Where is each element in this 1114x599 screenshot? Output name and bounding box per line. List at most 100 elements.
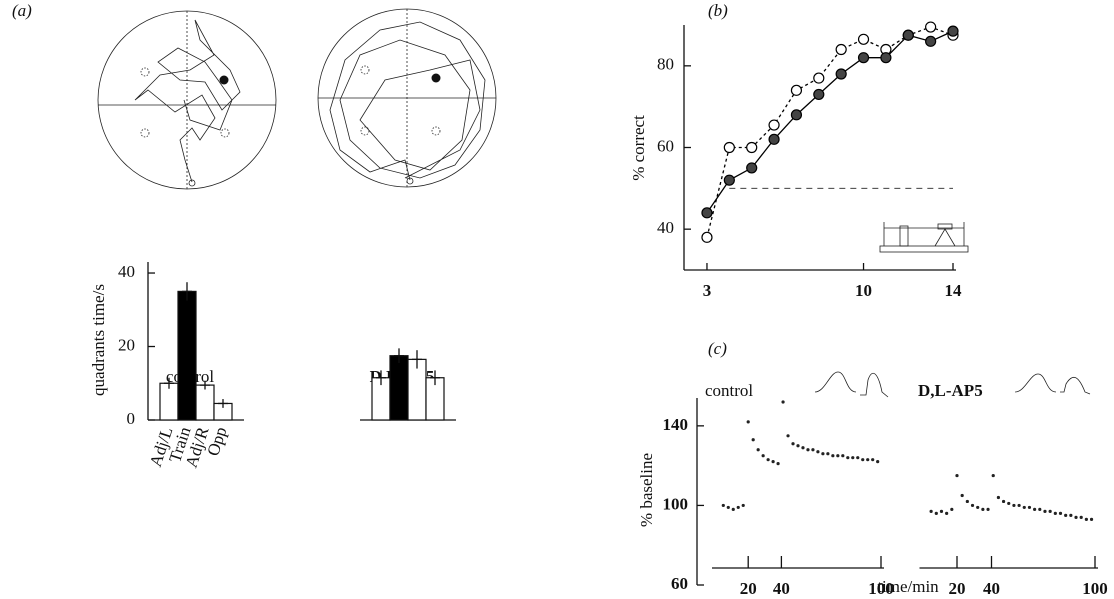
point: [1069, 513, 1073, 517]
point: [811, 448, 815, 452]
point: [746, 420, 750, 424]
point: [856, 456, 860, 460]
point: [756, 448, 760, 452]
point: [781, 400, 785, 404]
point: [791, 442, 795, 446]
x-tick-label: 40: [983, 579, 1000, 598]
point: [1079, 515, 1083, 519]
point: [1007, 501, 1011, 506]
y-tick-label: 40: [657, 218, 674, 237]
point: [880, 52, 892, 64]
point: [768, 119, 780, 131]
x-tick-label: 3: [703, 281, 712, 300]
x-tick-label: 20: [949, 579, 966, 598]
point: [925, 35, 937, 47]
point: [731, 507, 735, 512]
point: [925, 21, 937, 33]
point: [831, 454, 835, 458]
bar: [389, 355, 409, 421]
point: [1074, 515, 1078, 519]
point: [939, 509, 944, 513]
point: [876, 460, 880, 464]
point: [1084, 517, 1088, 521]
point: [1001, 499, 1006, 504]
point: [1027, 505, 1032, 510]
series-line: [706, 30, 954, 214]
point: [741, 503, 745, 508]
panel-series-label: D,L-AP5: [918, 381, 983, 400]
point: [945, 511, 949, 515]
apparatus-icon: [879, 222, 969, 253]
point: [826, 452, 830, 456]
x-tick-label: 100: [868, 579, 894, 598]
point: [835, 68, 847, 80]
point: [857, 33, 870, 45]
x-tick-label: 100: [1082, 579, 1108, 598]
point: [1017, 503, 1021, 508]
bar: [195, 384, 215, 421]
point: [986, 507, 990, 512]
point: [746, 141, 758, 154]
point: [836, 454, 840, 458]
point: [970, 503, 975, 508]
point: [721, 503, 725, 508]
point: [965, 499, 969, 504]
x-tick-label: 14: [945, 281, 963, 300]
point: [1048, 509, 1052, 513]
point: [1033, 507, 1037, 512]
point: [701, 207, 713, 219]
point: [1022, 505, 1026, 510]
point: [796, 444, 800, 448]
y-tick-label: 20: [118, 335, 135, 354]
point: [991, 473, 995, 478]
y-tick-label: 80: [657, 55, 674, 74]
point: [1064, 513, 1068, 517]
point: [821, 452, 825, 456]
point: [947, 25, 959, 37]
point: [846, 456, 850, 460]
point: [761, 454, 765, 458]
point: [790, 109, 803, 121]
point: [902, 29, 914, 41]
point: [981, 507, 985, 512]
point: [960, 493, 964, 498]
point: [806, 448, 810, 452]
y-tick-label: 140: [663, 415, 689, 434]
point: [861, 458, 865, 462]
y-axis-label: % correct: [629, 115, 648, 181]
point: [835, 43, 847, 56]
point: [790, 84, 803, 96]
point: [976, 505, 980, 510]
point: [723, 174, 735, 186]
point: [776, 462, 780, 466]
point: [1089, 517, 1094, 521]
y-axis-label: quadrants time/s: [89, 284, 108, 396]
y-tick-label: 40: [118, 262, 135, 281]
y-tick-label: 60: [657, 136, 674, 155]
swim-paths: [97, 8, 497, 190]
y-tick-label: 60: [671, 574, 688, 593]
point: [857, 52, 870, 64]
x-axis-label: time/min: [877, 577, 939, 596]
point: [786, 434, 790, 438]
point: [771, 460, 775, 464]
point: [1038, 507, 1042, 512]
point: [751, 438, 755, 442]
panel-label: (b): [708, 1, 728, 20]
waveforms: [814, 371, 1091, 398]
point: [723, 141, 735, 154]
point: [871, 458, 875, 462]
point: [955, 473, 959, 478]
point: [934, 511, 938, 515]
point: [1012, 503, 1016, 508]
point: [801, 446, 805, 450]
point: [701, 231, 713, 243]
panel-series-label: control: [705, 381, 753, 400]
x-tick-label: 20: [740, 579, 757, 598]
y-axis-label: % baseline: [637, 453, 656, 527]
point: [768, 133, 780, 145]
point: [813, 88, 825, 101]
y-tick-label: 0: [127, 409, 136, 428]
point: [816, 450, 820, 454]
